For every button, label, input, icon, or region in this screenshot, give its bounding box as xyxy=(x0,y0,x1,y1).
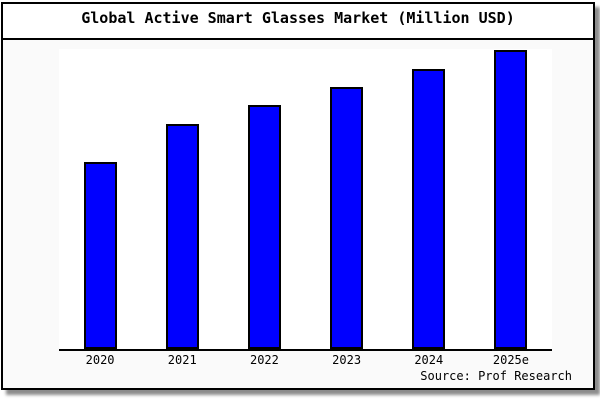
bar-2023 xyxy=(330,87,364,349)
x-axis-labels: 2020 2021 2022 2023 2024 2025e xyxy=(59,353,552,367)
chart-frame: Global Active Smart Glasses Market (Mill… xyxy=(1,2,595,390)
bar-slot-2020 xyxy=(59,49,141,349)
x-tick-label-2021: 2021 xyxy=(167,353,197,367)
bar-slot-2024 xyxy=(388,49,470,349)
bar-slot-2022 xyxy=(223,49,305,349)
bar-2024 xyxy=(412,69,446,349)
source-note: Source: Prof Research xyxy=(420,369,572,383)
bar-2022 xyxy=(247,105,281,349)
bar-2020 xyxy=(83,162,117,349)
plot-area xyxy=(59,49,552,351)
bars xyxy=(59,49,552,349)
bar-2025e xyxy=(494,50,528,349)
x-tick-label-2024: 2024 xyxy=(414,353,444,367)
x-tick-label-2022: 2022 xyxy=(249,353,279,367)
bar-slot-2023 xyxy=(306,49,388,349)
x-tick-label-2025e: 2025e xyxy=(492,353,529,367)
chart-title: Global Active Smart Glasses Market (Mill… xyxy=(81,9,515,27)
chart-title-bar: Global Active Smart Glasses Market (Mill… xyxy=(3,4,593,40)
bar-slot-2025e xyxy=(470,49,552,349)
x-tick-label-2020: 2020 xyxy=(85,353,115,367)
x-tick-label-2023: 2023 xyxy=(332,353,362,367)
bar-slot-2021 xyxy=(141,49,223,349)
bar-2021 xyxy=(165,124,199,349)
